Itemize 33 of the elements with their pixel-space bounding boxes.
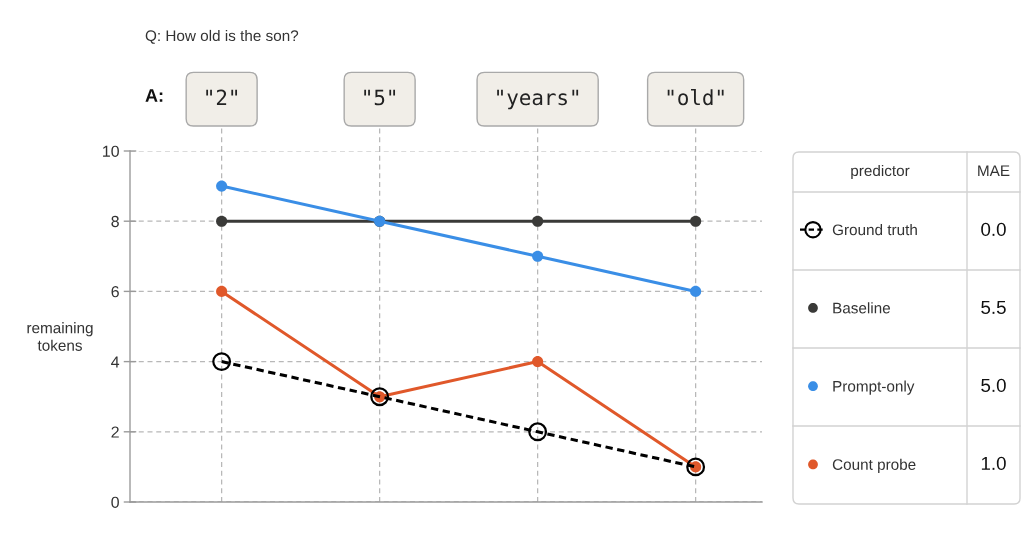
- x-tick-label: "2": [206, 89, 238, 105]
- point: [528, 422, 548, 442]
- y-axis-title: remaining tokens: [27, 322, 93, 351]
- point: [532, 356, 544, 368]
- point: [216, 285, 228, 297]
- x-tick-label: "years": [497, 89, 579, 110]
- text: A:: [145, 89, 163, 102]
- point: [690, 215, 702, 227]
- point: [212, 352, 232, 372]
- legend-label: Prompt-only: [833, 380, 915, 395]
- y-tick-label: 0: [111, 496, 119, 508]
- point: [216, 215, 228, 227]
- x-tick-label: "5": [364, 89, 396, 106]
- point: [690, 285, 702, 297]
- y-tick-label: 10: [103, 145, 119, 157]
- chart-title: Q: How old is the son?: [145, 29, 299, 44]
- text: 1.0: [981, 456, 1006, 471]
- legend-title: predictor: [851, 164, 910, 180]
- legend-label: Count probe: [832, 458, 916, 473]
- y-tick-label: 8: [111, 215, 119, 228]
- y-tick-label: 6: [111, 286, 119, 298]
- point: [216, 180, 228, 192]
- x-tick-label: "old": [667, 89, 724, 106]
- point: [532, 215, 544, 227]
- y-tick-label: 2: [111, 426, 119, 438]
- legend-label: Ground truth: [832, 224, 917, 236]
- text: 0.0: [981, 222, 1006, 237]
- y-tick-label: 4: [111, 356, 120, 368]
- legend-label: Baseline: [833, 302, 891, 314]
- point: [532, 250, 544, 262]
- text: 5.5: [981, 300, 1006, 315]
- text: 5.0: [981, 378, 1006, 393]
- text: MAE: [978, 165, 1010, 176]
